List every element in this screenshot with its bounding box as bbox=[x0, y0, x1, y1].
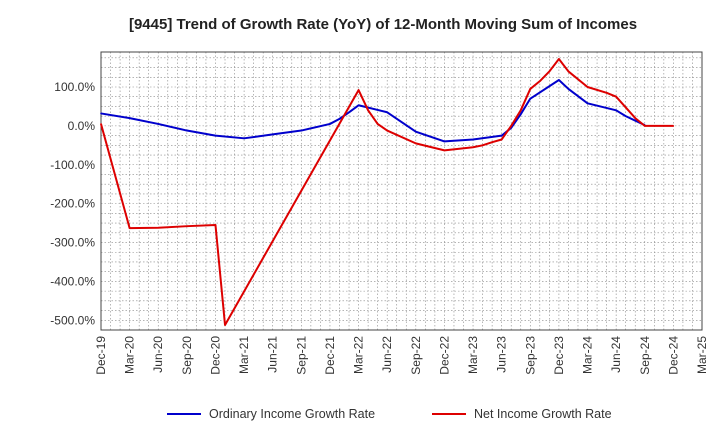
data-point bbox=[615, 95, 617, 98]
data-point bbox=[128, 227, 131, 229]
x-tick-label: Dec-22 bbox=[437, 336, 451, 375]
data-point bbox=[558, 79, 560, 81]
x-tick-label: Jun-22 bbox=[380, 336, 394, 373]
x-tick-label: Dec-21 bbox=[323, 336, 337, 375]
legend: Ordinary Income Growth Rate Net Income Gr… bbox=[167, 407, 612, 421]
data-point bbox=[481, 144, 484, 147]
data-point bbox=[500, 138, 503, 141]
data-point bbox=[491, 141, 493, 144]
x-tick-label: Mar-23 bbox=[466, 336, 480, 374]
data-point bbox=[338, 118, 341, 120]
plot-border bbox=[100, 51, 703, 331]
data-point bbox=[510, 125, 513, 127]
x-tick-label: Dec-19 bbox=[94, 336, 108, 375]
x-tick-label: Jun-24 bbox=[609, 336, 623, 373]
legend-label: Net Income Growth Rate bbox=[474, 407, 612, 421]
chart-title: [9445] Trend of Growth Rate (YoY) of 12-… bbox=[129, 16, 637, 33]
data-point bbox=[586, 86, 589, 88]
data-point bbox=[243, 137, 245, 140]
data-point bbox=[300, 129, 303, 132]
x-tick-label: Jun-21 bbox=[266, 336, 280, 373]
x-tick-label: Jun-23 bbox=[495, 336, 509, 373]
data-point bbox=[519, 113, 522, 116]
x-tick-label: Sep-24 bbox=[638, 336, 652, 375]
legend-label: Ordinary Income Growth Rate bbox=[209, 407, 375, 421]
data-point bbox=[443, 149, 446, 152]
y-tick-label: -500.0% bbox=[50, 313, 95, 327]
data-point bbox=[634, 117, 637, 119]
x-tick-label: Mar-25 bbox=[695, 336, 709, 374]
data-point bbox=[376, 123, 379, 125]
x-tick-label: Sep-20 bbox=[180, 336, 194, 375]
data-point bbox=[443, 140, 446, 143]
y-tick-label: -100.0% bbox=[50, 158, 95, 172]
data-point bbox=[100, 123, 102, 125]
data-point bbox=[214, 224, 217, 226]
y-tick-label: 100.0% bbox=[54, 80, 95, 94]
data-point bbox=[567, 88, 570, 90]
data-point bbox=[415, 142, 417, 145]
y-tick-label: -200.0% bbox=[50, 197, 95, 211]
data-point bbox=[329, 123, 331, 125]
data-point bbox=[643, 125, 646, 127]
data-point bbox=[529, 97, 532, 100]
data-point bbox=[357, 104, 360, 107]
data-point bbox=[415, 130, 417, 133]
data-point bbox=[500, 134, 503, 137]
data-point bbox=[586, 102, 589, 105]
data-point bbox=[672, 125, 675, 127]
x-tick-label: Mar-22 bbox=[352, 336, 366, 374]
data-point bbox=[157, 226, 160, 229]
data-point bbox=[519, 109, 522, 112]
data-point bbox=[271, 133, 274, 136]
data-point bbox=[157, 123, 160, 125]
data-point bbox=[615, 109, 617, 112]
data-point bbox=[472, 146, 474, 149]
data-point bbox=[529, 88, 532, 90]
data-point bbox=[605, 92, 608, 94]
series-line-1 bbox=[100, 78, 646, 143]
data-point bbox=[128, 117, 131, 119]
data-point bbox=[558, 58, 560, 60]
plot-area: 100.0% 0.0% -100.0% -200.0% -300.0% -400.0% -5… bbox=[50, 51, 709, 375]
data-point bbox=[567, 70, 570, 73]
data-point bbox=[357, 89, 360, 91]
data-point bbox=[186, 129, 188, 132]
data-point bbox=[386, 129, 388, 132]
data-point bbox=[386, 111, 388, 114]
data-point bbox=[539, 80, 541, 82]
x-tick-label: Jun-20 bbox=[151, 336, 165, 373]
x-tick-label: Sep-23 bbox=[523, 336, 537, 375]
data-point bbox=[214, 134, 217, 137]
x-tick-label: Dec-24 bbox=[666, 336, 680, 375]
x-tick-label: Mar-21 bbox=[237, 336, 251, 374]
x-tick-label: Sep-22 bbox=[409, 336, 423, 375]
x-tick-label: Mar-24 bbox=[581, 336, 595, 374]
data-point bbox=[186, 225, 188, 227]
data-point bbox=[100, 112, 102, 115]
y-tick-label: 0.0% bbox=[68, 119, 96, 133]
data-point bbox=[472, 138, 474, 141]
data-point bbox=[367, 109, 369, 112]
data-point bbox=[624, 115, 627, 117]
data-point bbox=[548, 70, 551, 73]
data-point bbox=[224, 324, 226, 326]
data-point bbox=[348, 111, 350, 114]
x-tick-label: Sep-21 bbox=[294, 336, 308, 375]
x-tick-label: Mar-20 bbox=[123, 336, 137, 374]
y-tick-label: -400.0% bbox=[50, 274, 95, 288]
x-tick-label: Dec-23 bbox=[552, 336, 566, 375]
x-tick-label: Dec-20 bbox=[208, 336, 222, 375]
y-tick-label: -300.0% bbox=[50, 236, 95, 250]
